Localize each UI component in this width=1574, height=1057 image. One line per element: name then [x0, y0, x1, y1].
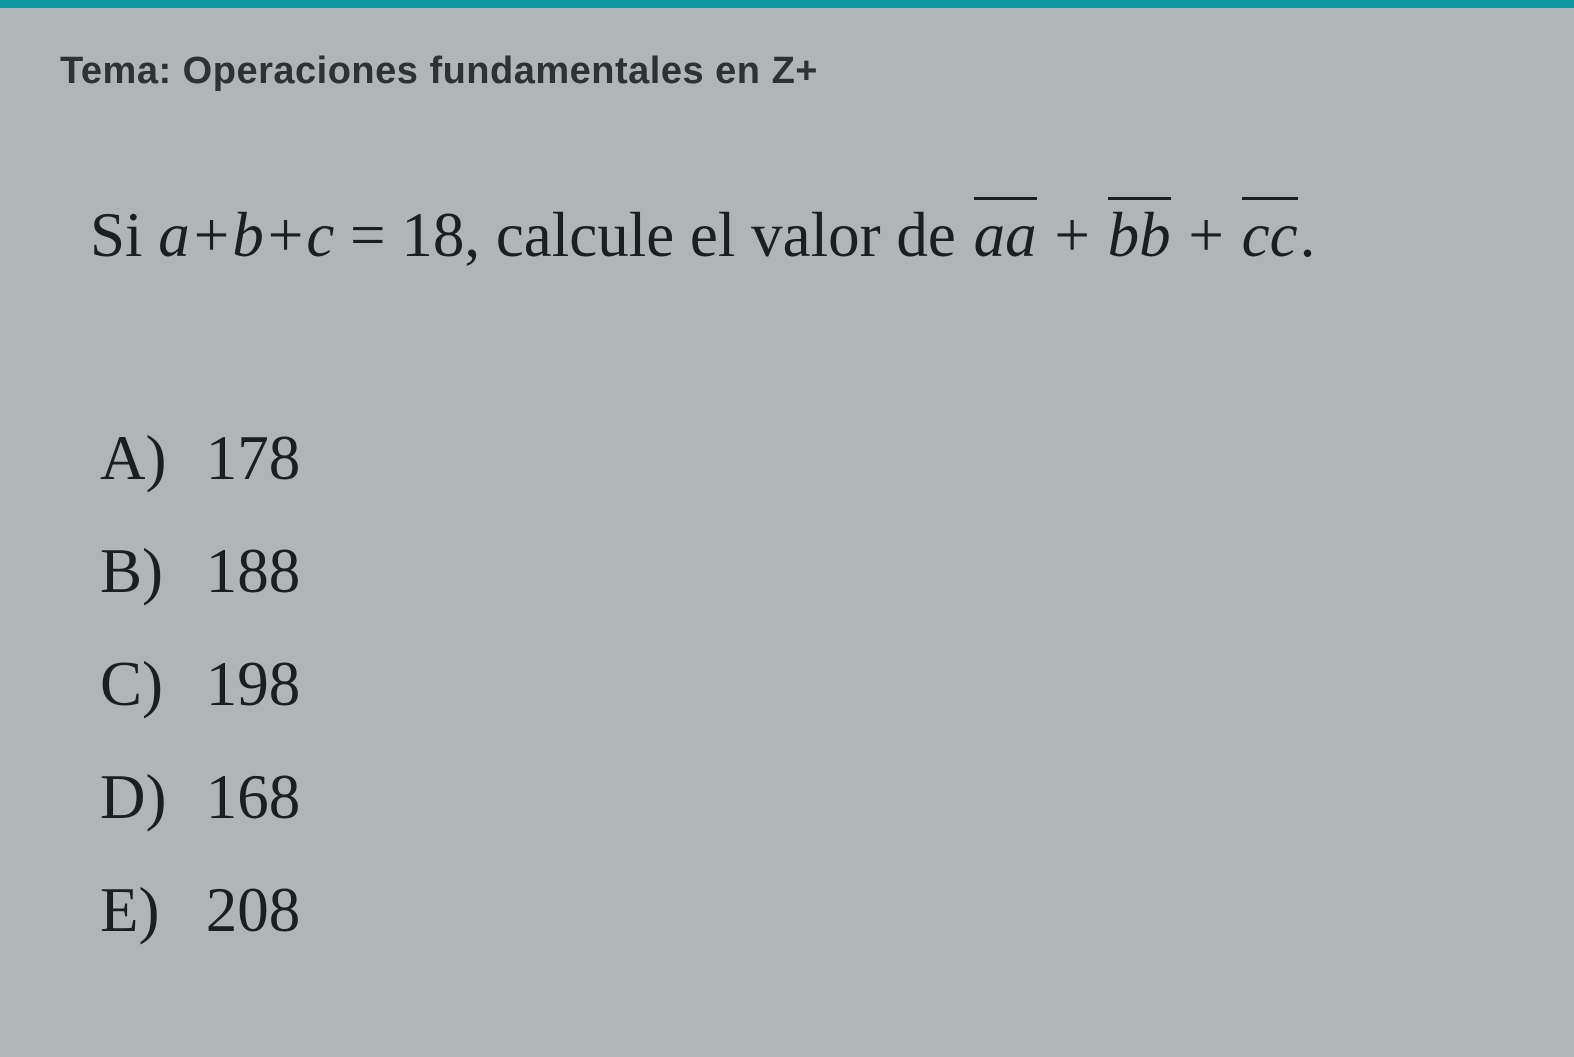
option-value: 188 — [206, 536, 301, 606]
topic-heading: Tema: Operaciones fundamentales en Z+ — [60, 50, 1544, 93]
equation-equals: = — [350, 200, 386, 270]
page-container: Tema: Operaciones fundamentales en Z+ Si… — [0, 0, 1574, 1057]
option-value: 198 — [206, 649, 301, 719]
question-lead: Si — [90, 200, 143, 270]
option-label: C) — [100, 648, 190, 721]
plus-2: + — [1188, 200, 1224, 270]
question-tail: . — [1300, 200, 1316, 270]
plus-1: + — [1054, 200, 1090, 270]
option-label: A) — [100, 422, 190, 495]
term-aa: aa — [974, 193, 1037, 272]
top-accent-bar — [0, 0, 1574, 8]
topic-prefix: Tema: — [60, 50, 172, 92]
option-label: D) — [100, 761, 190, 834]
question-text: Si a+b+c = 18, calcule el valor de aa + … — [90, 193, 1544, 272]
option-value: 208 — [206, 875, 301, 945]
equation-lhs: a+b+c — [158, 200, 334, 270]
option-d[interactable]: D) 168 — [100, 761, 1544, 834]
option-label: B) — [100, 535, 190, 608]
term-cc: cc — [1242, 193, 1298, 272]
equation-rhs: 18 — [401, 200, 464, 270]
term-bb: bb — [1108, 193, 1171, 272]
option-label: E) — [100, 874, 190, 947]
option-value: 168 — [206, 762, 301, 832]
option-c[interactable]: C) 198 — [100, 648, 1544, 721]
topic-text: Operaciones fundamentales en Z+ — [183, 50, 818, 92]
options-list: A) 178 B) 188 C) 198 D) 168 E) 208 — [100, 422, 1544, 947]
option-a[interactable]: A) 178 — [100, 422, 1544, 495]
question-mid: , calcule el valor de — [464, 200, 955, 270]
option-e[interactable]: E) 208 — [100, 874, 1544, 947]
option-value: 178 — [206, 423, 301, 493]
option-b[interactable]: B) 188 — [100, 535, 1544, 608]
